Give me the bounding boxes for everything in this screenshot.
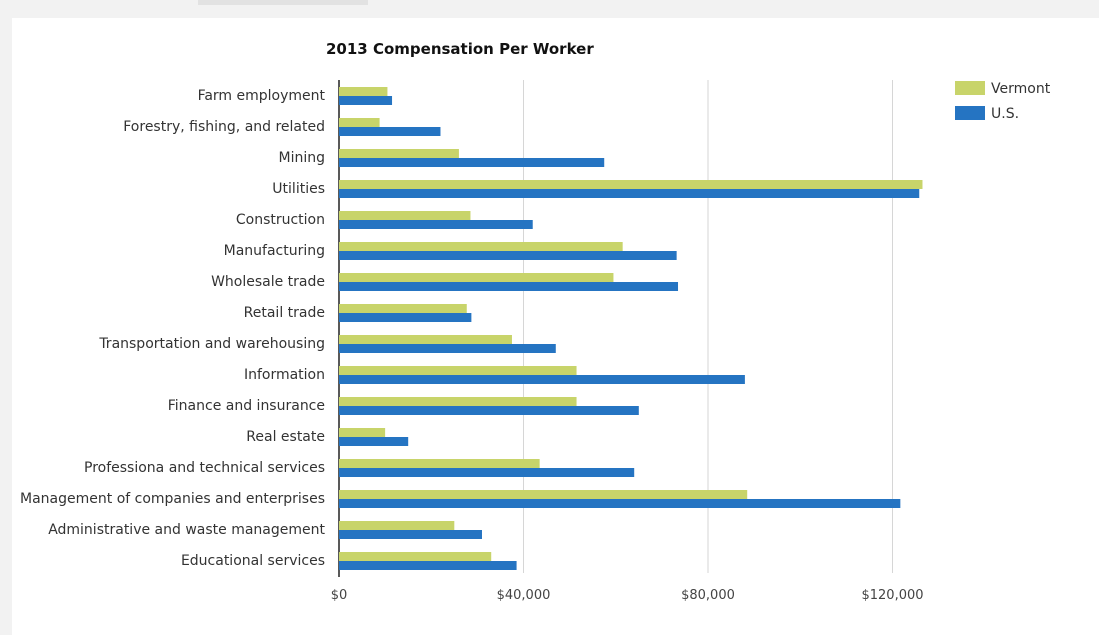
category-label: Farm employment (198, 88, 326, 104)
bar-vermont[interactable] (339, 87, 388, 96)
bar-vermont[interactable] (339, 242, 623, 251)
bar-vermont[interactable] (339, 149, 459, 158)
bar-us[interactable] (339, 437, 409, 446)
bar-vermont[interactable] (339, 490, 748, 499)
category-label: Wholesale trade (211, 274, 325, 290)
category-label: Finance and insurance (168, 398, 325, 414)
category-label: Retail trade (244, 305, 325, 321)
bar-us[interactable] (339, 313, 472, 322)
category-label: Transportation and warehousing (98, 336, 325, 352)
bar-vermont[interactable] (339, 521, 455, 530)
x-tick-label: $120,000 (861, 588, 923, 603)
x-tick-label: $0 (331, 588, 348, 603)
bar-us[interactable] (339, 344, 556, 353)
bar-vermont[interactable] (339, 366, 577, 375)
bar-us[interactable] (339, 96, 393, 105)
category-label: Real estate (246, 429, 325, 445)
bar-us[interactable] (339, 530, 482, 539)
category-label: Educational services (181, 553, 325, 569)
category-label: Information (244, 367, 325, 383)
bar-vermont[interactable] (339, 428, 386, 437)
bar-us[interactable] (339, 468, 635, 477)
bar-vermont[interactable] (339, 397, 577, 406)
category-labels: Farm employment Forestry, fishing, and re… (20, 88, 325, 569)
chart-title: 2013 Compensation Per Worker (326, 40, 594, 58)
bar-vermont[interactable] (339, 459, 540, 468)
x-tick-label: $80,000 (681, 588, 735, 603)
legend-swatch[interactable] (955, 81, 985, 95)
bar-us[interactable] (339, 499, 901, 508)
chart-panel (12, 18, 1099, 635)
x-tick-labels: $0 $40,000 $80,000 $120,000 (331, 588, 924, 603)
legend-swatch[interactable] (955, 106, 985, 120)
legend-label[interactable]: U.S. (991, 106, 1019, 122)
bar-us[interactable] (339, 158, 605, 167)
bar-us[interactable] (339, 127, 441, 136)
top-tab[interactable] (198, 0, 368, 5)
bar-vermont[interactable] (339, 273, 614, 282)
bar-vermont[interactable] (339, 180, 923, 189)
bar-us[interactable] (339, 406, 639, 415)
legend-label[interactable]: Vermont (991, 81, 1051, 97)
bar-vermont[interactable] (339, 211, 471, 220)
x-tick-label: $40,000 (497, 588, 551, 603)
bar-vermont[interactable] (339, 335, 512, 344)
bar-us[interactable] (339, 189, 920, 198)
category-label: Utilities (272, 181, 325, 197)
bar-vermont[interactable] (339, 552, 492, 561)
bar-us[interactable] (339, 282, 679, 291)
category-label: Administrative and waste management (48, 522, 325, 538)
bar-vermont[interactable] (339, 304, 467, 313)
category-label: Manufacturing (224, 243, 325, 259)
bar-us[interactable] (339, 561, 517, 570)
bar-us[interactable] (339, 251, 677, 260)
legend: Vermont U.S. (955, 81, 1051, 122)
category-label: Construction (236, 212, 325, 228)
category-label: Forestry, fishing, and related (123, 119, 325, 135)
category-label: Management of companies and enterprises (20, 491, 325, 507)
bar-vermont[interactable] (339, 118, 380, 127)
category-label: Mining (279, 150, 326, 166)
bar-us[interactable] (339, 375, 745, 384)
bars (339, 87, 923, 570)
category-label: Professiona and technical services (84, 460, 325, 476)
bar-us[interactable] (339, 220, 533, 229)
